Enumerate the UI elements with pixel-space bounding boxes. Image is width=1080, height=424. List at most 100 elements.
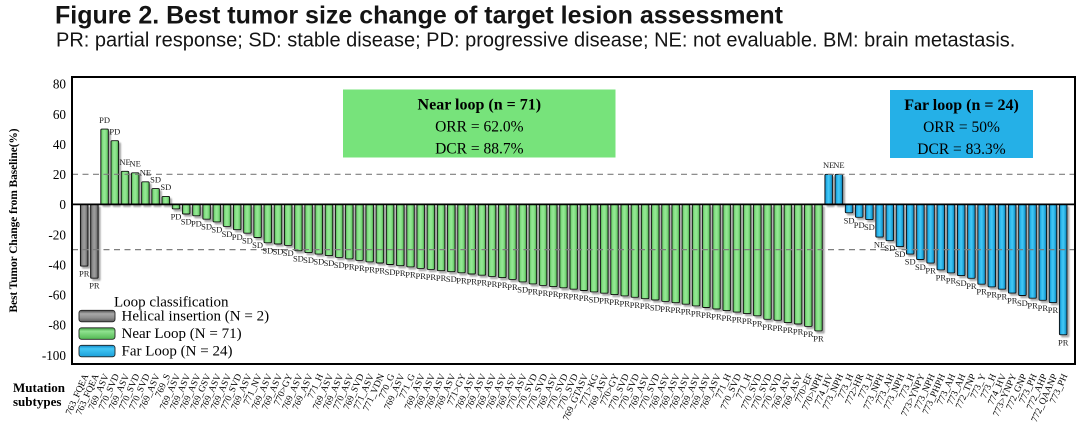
svg-text:SD: SD: [181, 217, 192, 227]
svg-text:SD: SD: [895, 249, 906, 259]
svg-text:PR: PR: [925, 266, 936, 276]
svg-text:SD: SD: [324, 258, 335, 268]
svg-text:PD: PD: [99, 115, 110, 125]
svg-text:PR: PR: [364, 264, 375, 274]
svg-text:PR: PR: [936, 272, 947, 282]
svg-text:Far loop (n = 24): Far loop (n = 24): [904, 97, 1019, 114]
svg-text:SD: SD: [589, 294, 600, 304]
svg-text:SD: SD: [211, 224, 222, 234]
svg-text:PD: PD: [854, 220, 865, 230]
svg-text:SD: SD: [334, 260, 345, 270]
svg-text:Near loop (n = 71): Near loop (n = 71): [418, 97, 541, 114]
svg-text:20: 20: [53, 167, 67, 182]
svg-text:PR: PR: [997, 292, 1008, 302]
svg-text:SD: SD: [283, 248, 294, 258]
svg-text:PR: PR: [1038, 303, 1049, 313]
svg-text:PR: PR: [813, 333, 824, 343]
svg-text:PR: PR: [630, 300, 641, 310]
svg-text:PR: PR: [507, 282, 518, 292]
svg-text:SD: SD: [293, 253, 304, 263]
svg-text:SD: SD: [864, 222, 875, 232]
svg-text:SD: SD: [303, 255, 314, 265]
svg-text:80: 80: [53, 77, 67, 92]
svg-text:PR: PR: [640, 301, 651, 311]
svg-text:ORR = 50%: ORR = 50%: [923, 119, 1000, 136]
svg-text:PR: PR: [721, 313, 732, 323]
svg-text:PR: PR: [528, 286, 539, 296]
svg-text:-40: -40: [48, 257, 66, 272]
svg-text:PR: partial response; SD: stab: PR: partial response; SD: stable disease…: [56, 30, 1015, 52]
svg-text:SD: SD: [1017, 298, 1028, 308]
svg-text:SD: SD: [262, 245, 273, 255]
svg-text:PR: PR: [354, 263, 365, 273]
svg-text:PR: PR: [670, 305, 681, 315]
svg-text:PR: PR: [691, 308, 702, 318]
svg-text:PR: PR: [456, 275, 467, 285]
svg-text:PR: PR: [415, 271, 426, 281]
svg-text:PR: PR: [548, 289, 559, 299]
svg-text:SD: SD: [242, 236, 253, 246]
svg-text:PR: PR: [579, 293, 590, 303]
svg-text:PR: PR: [711, 312, 722, 322]
svg-text:PR: PR: [742, 316, 753, 326]
svg-text:-60: -60: [48, 288, 66, 303]
svg-text:PR: PR: [772, 323, 783, 333]
svg-text:PR: PR: [762, 322, 773, 332]
svg-text:SD: SD: [150, 174, 161, 184]
svg-text:40: 40: [53, 137, 67, 152]
svg-text:PR: PR: [976, 287, 987, 297]
svg-text:Loop classification: Loop classification: [114, 295, 229, 311]
svg-text:NE: NE: [140, 168, 151, 178]
svg-text:PR: PR: [375, 266, 386, 276]
svg-text:PR: PR: [966, 281, 977, 291]
svg-text:PR: PR: [1007, 296, 1018, 306]
svg-text:NE: NE: [130, 159, 141, 169]
svg-text:SD: SD: [915, 262, 926, 272]
svg-text:PR: PR: [1048, 305, 1059, 315]
svg-text:PR: PR: [987, 289, 998, 299]
svg-text:PR: PR: [803, 329, 814, 339]
svg-text:PR: PR: [538, 288, 549, 298]
svg-text:PR: PR: [558, 290, 569, 300]
svg-text:PR: PR: [344, 261, 355, 271]
svg-text:SD: SD: [273, 247, 284, 257]
svg-text:PD: PD: [109, 127, 120, 137]
svg-text:PR: PR: [79, 269, 90, 279]
svg-text:subtypes: subtypes: [13, 394, 61, 409]
svg-text:PD: PD: [232, 232, 243, 242]
svg-text:60: 60: [53, 107, 67, 122]
svg-text:SD: SD: [313, 257, 324, 267]
svg-text:NE: NE: [874, 240, 885, 250]
svg-text:SD: SD: [905, 257, 916, 267]
svg-text:SD: SD: [884, 243, 895, 253]
svg-text:-80: -80: [48, 318, 66, 333]
svg-text:PR: PR: [660, 304, 671, 314]
svg-text:SD: SD: [650, 303, 661, 313]
svg-text:PD: PD: [191, 218, 202, 228]
svg-text:PR: PR: [732, 315, 743, 325]
svg-text:SD: SD: [160, 182, 171, 192]
svg-text:PR: PR: [466, 277, 477, 287]
svg-text:PR: PR: [89, 281, 100, 291]
svg-text:PR: PR: [497, 280, 508, 290]
svg-text:DCR = 88.7%: DCR = 88.7%: [435, 141, 523, 158]
svg-text:PR: PR: [619, 298, 630, 308]
svg-text:SD: SD: [844, 215, 855, 225]
svg-text:SD: SD: [201, 222, 212, 232]
svg-text:SD: SD: [446, 274, 457, 284]
svg-text:SD: SD: [385, 267, 396, 277]
svg-text:Near Loop (N = 71): Near Loop (N = 71): [122, 326, 242, 342]
svg-text:PR: PR: [405, 269, 416, 279]
svg-text:PR: PR: [793, 327, 804, 337]
svg-text:NE: NE: [119, 157, 130, 167]
svg-text:PR: PR: [436, 273, 447, 283]
svg-text:PR: PR: [599, 296, 610, 306]
svg-text:PR: PR: [609, 297, 620, 307]
svg-text:NE: NE: [823, 160, 834, 170]
svg-text:PD: PD: [171, 211, 182, 221]
svg-text:PR: PR: [1027, 301, 1038, 311]
svg-text:PR: PR: [681, 307, 692, 317]
svg-text:DCR = 83.3%: DCR = 83.3%: [917, 141, 1005, 158]
svg-text:NE: NE: [833, 160, 844, 170]
svg-text:-20: -20: [48, 227, 66, 242]
